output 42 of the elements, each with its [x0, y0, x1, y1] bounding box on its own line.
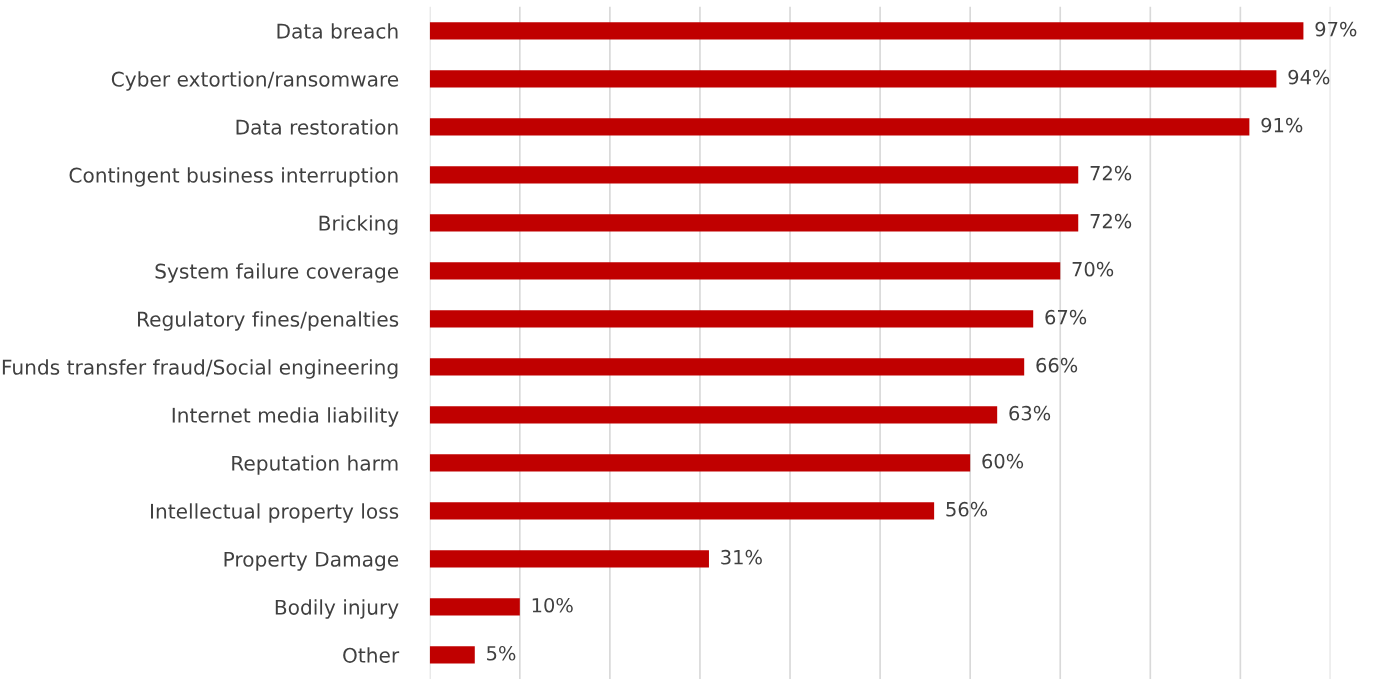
y-tick-label: Data breach	[277, 23, 398, 39]
data-label: 94%	[1288, 69, 1330, 85]
bar	[429, 262, 1061, 280]
bar	[429, 502, 935, 520]
y-tick-label: Other	[343, 647, 400, 663]
data-label: 5%	[487, 645, 516, 661]
y-tick-label: System failure coverage	[155, 263, 399, 283]
data-label: 67%	[1045, 309, 1087, 325]
bar	[429, 166, 1079, 184]
data-label: 10%	[532, 597, 573, 613]
y-tick-label: Reputation harm	[232, 455, 398, 475]
y-tick-label: Internet media liability	[172, 407, 399, 427]
y-tick-label: Bodily injury	[275, 599, 399, 619]
y-tick-label: Cyber extortion/ransomware	[111, 71, 399, 91]
y-tick-label: Property Damage	[224, 551, 399, 571]
data-label: 56%	[946, 501, 988, 517]
bar	[429, 310, 1034, 328]
data-label: 60%	[982, 453, 1024, 469]
data-label: 63%	[1009, 405, 1051, 421]
data-label: 70%	[1072, 261, 1114, 277]
bar	[429, 406, 998, 424]
bar	[429, 70, 1277, 88]
bar	[429, 598, 520, 616]
bar	[429, 22, 1304, 40]
data-label: 72%	[1090, 165, 1132, 181]
y-tick-label: Regulatory fines/penalties	[138, 311, 399, 331]
y-tick-label: Bricking	[319, 215, 398, 235]
data-label: 66%	[1036, 357, 1078, 373]
data-label: 72%	[1090, 213, 1132, 229]
y-tick-label: Data restoration	[236, 119, 398, 135]
data-label: 91%	[1261, 117, 1303, 133]
y-tick-label: Intellectual property loss	[151, 503, 399, 523]
bar	[429, 214, 1079, 232]
bar	[429, 454, 971, 472]
bar	[429, 646, 475, 664]
y-tick-label: Funds transfer fraud/Social engineering	[2, 359, 398, 379]
data-label: 31%	[721, 549, 762, 565]
bar	[429, 550, 709, 568]
bar	[429, 118, 1250, 136]
data-label: 97%	[1315, 21, 1357, 37]
bar	[429, 358, 1025, 376]
y-tick-label: Contingent business interruption	[69, 167, 398, 187]
